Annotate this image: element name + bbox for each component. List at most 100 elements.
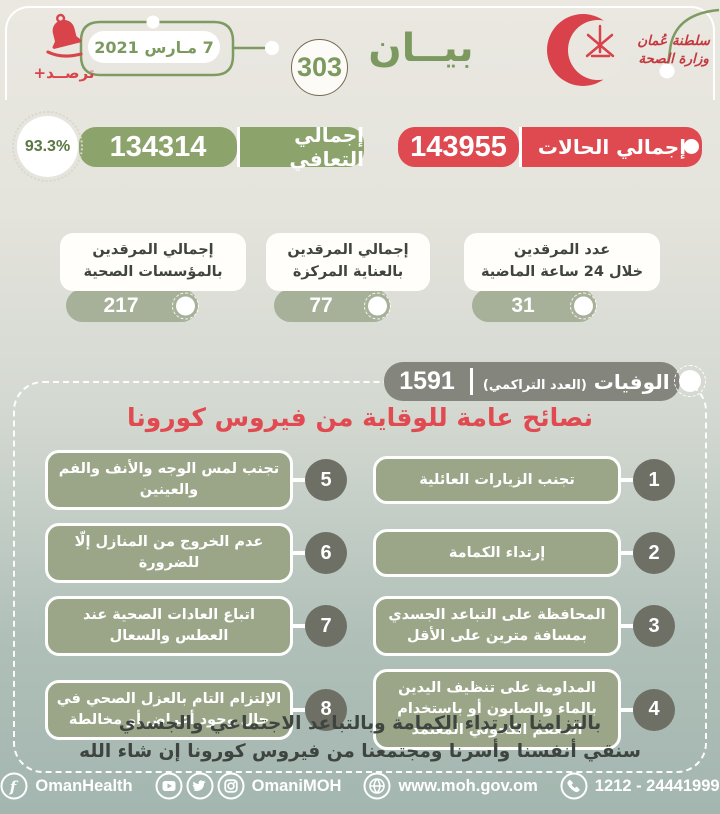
stat-label-line1: عدد المرقدين [513,242,611,259]
phone-number: 1212 - 24441999 [594,776,720,795]
tip-connector [621,551,633,556]
tip-text: المحافظة على التباعد الجسدي بمسافة مترين… [373,596,621,657]
tip-number-circle: 6 [305,532,347,575]
tip-item-8: 8 الإلتزام التام بالعزل الصحي في حال وجو… [45,669,347,750]
footer-website: www.moh.gov.om [363,772,538,800]
total-cases-value: 143955 [398,127,519,167]
stat-label-line1: إجمالي المرقدين [92,242,214,259]
tip-number-circle: 8 [305,688,347,731]
tip-connector [293,624,305,629]
bell-icon [46,13,83,58]
tip-item-5: 5 تجنب لمس الوجه والأنف والفم والعينين [45,450,347,511]
closing-message: بالتزامنا بارتداء الكمامة وبالتباعد الاج… [0,710,720,766]
facebook-icon: f [0,772,28,800]
footer-phone: 1212 - 24441999 [560,772,720,800]
footer-bar: f OmanHealth [0,772,720,800]
moh-logo: سلطنة عُمان وزارة الصحة [543,8,710,92]
youtube-icon [155,772,183,800]
stat-card-admitted-24h: عدد المرقدين خلال 24 ساعة الماضية [464,233,660,291]
deaths-separator [470,368,473,395]
bulletin-word: بيــان [368,26,474,71]
pill-dot [570,292,597,319]
tip-item-7: 7 اتباع العادات الصحية عند العطس والسعال [45,596,347,657]
tip-text: إرتداء الكمامة [373,529,621,578]
tip-text: تجنب الزيارات العائلية [373,456,621,505]
social-icons [155,772,245,800]
date-pill: 7 مـارس 2021 [88,31,220,63]
recovery-percent-badge: 93.3% [12,111,83,182]
deaths-bar: الوفيات (العدد التراكمي) 1591 [384,362,680,401]
tips-panel-border [13,381,707,773]
stat-pill-health-institutions: 217 [66,289,199,322]
stat-label-line2: بالعناية المركزة [292,264,404,280]
total-cases-label: إجمالي الحالات [522,127,702,167]
footer-facebook: f OmanHealth [0,772,133,800]
deaths-value: 1591 [399,367,455,395]
tip-number-circle: 5 [305,459,347,502]
total-cases-bar: إجمالي الحالات 143955 [398,127,702,167]
stat-label-line2: بالمؤسسات الصحية [83,264,223,280]
tip-text: تجنب لمس الوجه والأنف والفم والعينين [45,450,293,511]
stat-label-line1: إجمالي المرقدين [287,242,409,259]
stat-card-icu: إجمالي المرقدين بالعناية المركزة [266,233,430,291]
tip-item-3: 3 المحافظة على التباعد الجسدي بمسافة متر… [373,596,675,657]
cases-separator [519,127,522,167]
tip-number-circle: 1 [633,459,675,502]
total-recovery-value: 134314 [79,127,237,167]
tip-number-circle: 7 [305,605,347,648]
stat-value: 31 [511,293,535,317]
org-line2: وزارة الصحة [638,51,709,67]
tips-grid: 1 تجنب الزيارات العائلية 5 تجنب لمس الوج… [45,450,675,751]
instagram-icon [217,772,245,800]
tip-item-6: 6 عدم الخروج من المنازل إلّا للضرورة [45,523,347,584]
tip-text: اتباع العادات الصحية عند العطس والسعال [45,596,293,657]
crescent-emblem-icon [547,14,629,86]
tips-title: نصائح عامة للوقاية من فيروس كورونا [126,403,594,432]
tip-connector [293,478,305,483]
deaths-label: الوفيات (العدد التراكمي) [473,370,681,394]
tip-number-circle: 2 [633,532,675,575]
org-line1: سلطنة عُمان [637,32,710,49]
tip-connector [621,707,633,712]
message-line1: بالتزامنا بارتداء الكمامة وبالتباعد الاج… [118,713,602,734]
deaths-label-sub: (العدد التراكمي) [482,377,587,393]
phone-icon [560,772,588,800]
recovery-separator [237,127,240,167]
cases-dot [684,139,699,154]
website-url: www.moh.gov.om [398,776,538,795]
stat-value: 77 [309,293,333,317]
message-line2: سنقي أنفسنا وأسرنا ومجتمعنا من فيروس كور… [79,741,641,762]
pill-dot [172,292,199,319]
tip-item-4: 4 المداومة على تنظيف اليدين بالماء والصا… [373,669,675,751]
tip-text: المداومة على تنظيف اليدين بالماء والصابو… [373,669,621,751]
facebook-handle: OmanHealth [35,776,133,795]
stat-card-health-institutions: إجمالي المرقدين بالمؤسسات الصحية [60,233,246,291]
bulletin-number-circle: 303 [291,39,348,96]
tip-connector [293,551,305,556]
header-connector-lines [79,8,720,79]
total-recovery-label: إجمالي التعافي [240,123,364,171]
tip-connector [621,478,633,483]
social-handle: OmaniMOH [251,776,342,795]
twitter-icon [186,772,214,800]
tip-connector [621,624,633,629]
tip-item-1: 1 تجنب الزيارات العائلية [373,450,675,510]
pill-dot [364,292,391,319]
tip-text: الإلتزام التام بالعزل الصحي في حال وجود … [45,679,293,740]
tip-number-circle: 3 [633,605,675,648]
tarassud-label: ترصــد+ [33,64,95,82]
stat-value: 217 [103,293,139,317]
tip-text: عدم الخروج من المنازل إلّا للضرورة [45,523,293,584]
stat-pill-admitted-24h: 31 [472,289,597,322]
moh-logo-text: سلطنة عُمان وزارة الصحة [637,32,710,68]
stat-label-line2: خلال 24 ساعة الماضية [480,264,644,280]
deaths-dot [674,365,706,397]
globe-icon [363,772,391,800]
tarassud-app-badge: ترصــد+ [26,12,102,82]
stat-pill-icu: 77 [274,289,391,322]
tip-number-circle: 4 [633,688,675,731]
deaths-label-main: الوفيات [593,369,670,394]
footer-social: OmaniMOH [155,772,342,800]
total-recovery-bar: إجمالي التعافي 134314 [79,123,364,171]
